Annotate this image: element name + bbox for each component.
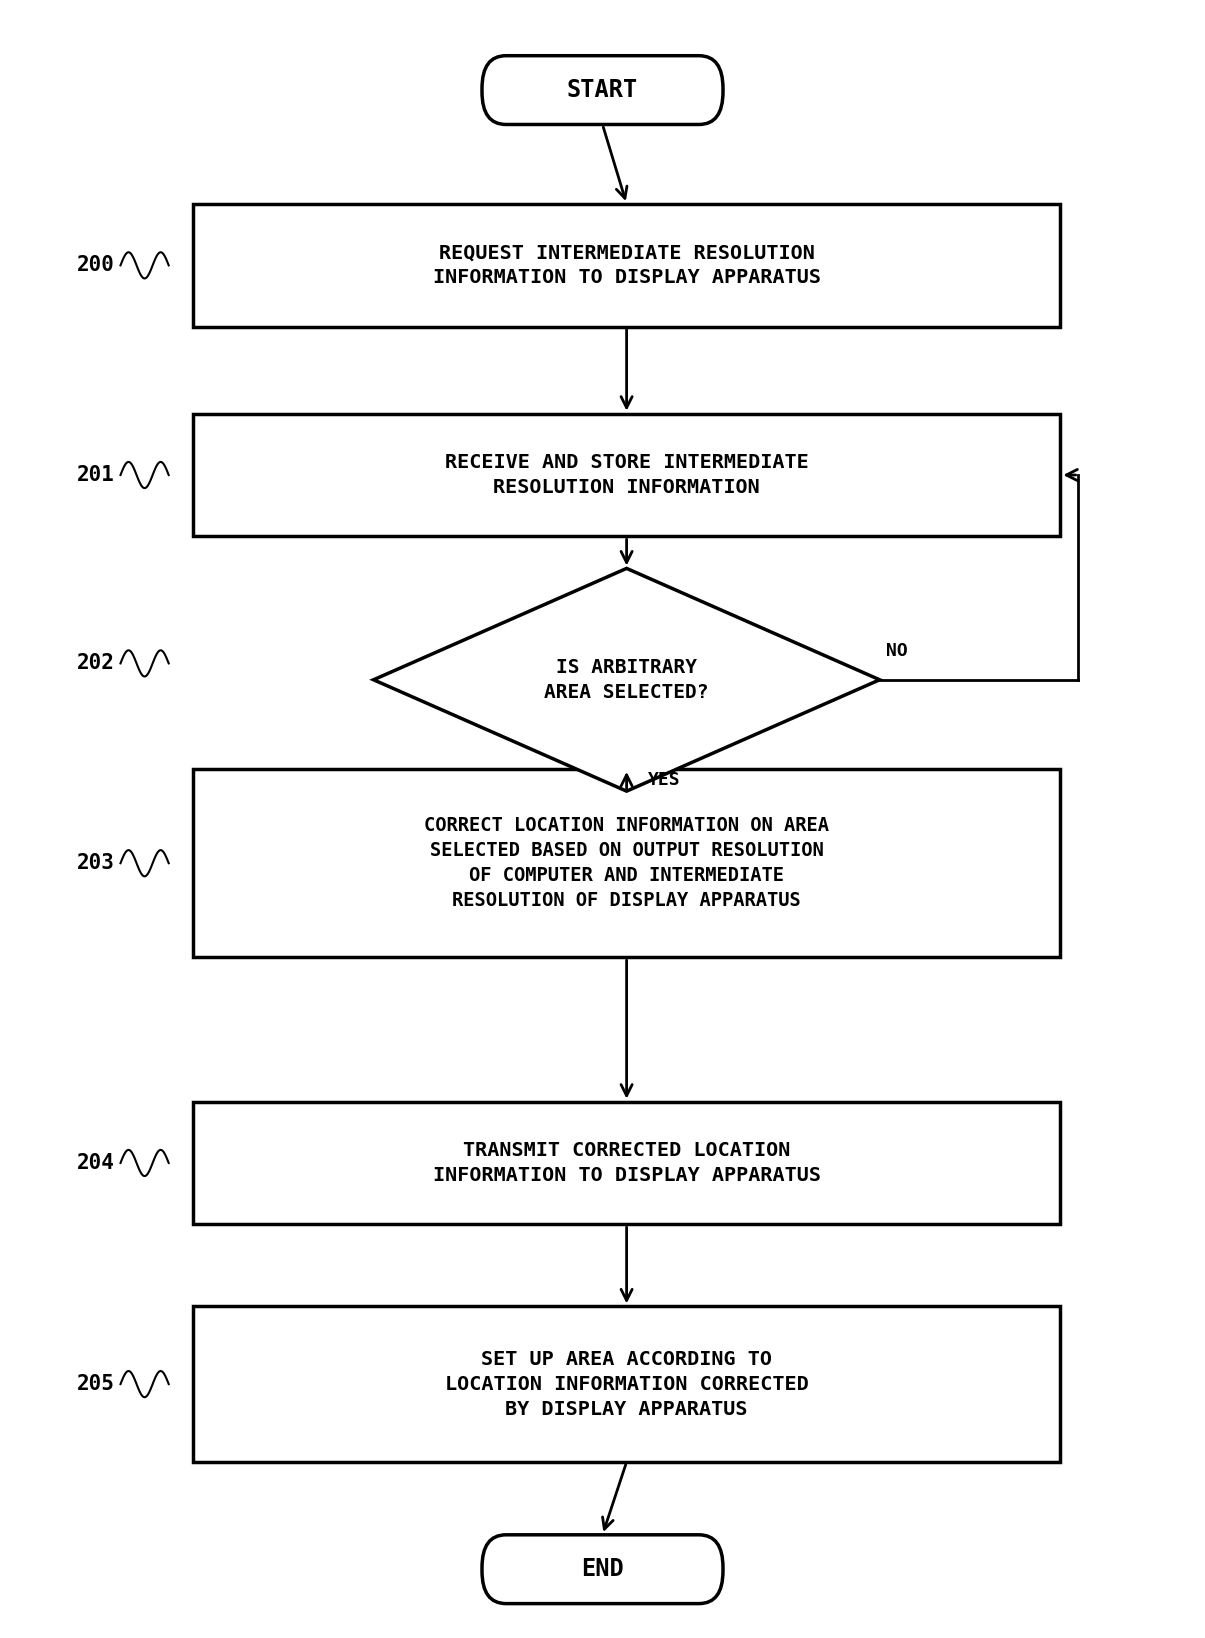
Text: IS ARBITRARY
AREA SELECTED?: IS ARBITRARY AREA SELECTED? [545,658,709,701]
Bar [193,1101,1060,1225]
Bar [193,414,1060,537]
Text: RECEIVE AND STORE INTERMEDIATE
RESOLUTION INFORMATION: RECEIVE AND STORE INTERMEDIATE RESOLUTIO… [445,454,809,496]
Text: 203: 203 [77,853,114,873]
Text: 205: 205 [77,1374,114,1394]
Text: CORRECT LOCATION INFORMATION ON AREA
SELECTED BASED ON OUTPUT RESOLUTION
OF COMP: CORRECT LOCATION INFORMATION ON AREA SEL… [424,816,829,911]
Text: REQUEST INTERMEDIATE RESOLUTION
INFORMATION TO DISPLAY APPARATUS: REQUEST INTERMEDIATE RESOLUTION INFORMAT… [433,244,821,287]
FancyBboxPatch shape [482,56,723,124]
Text: SET UP AREA ACCORDING TO
LOCATION INFORMATION CORRECTED
BY DISPLAY APPARATUS: SET UP AREA ACCORDING TO LOCATION INFORM… [445,1350,809,1419]
Text: 201: 201 [77,465,114,485]
Polygon shape [374,568,880,791]
Text: 202: 202 [77,654,114,673]
Text: YES: YES [648,771,681,790]
Text: START: START [566,79,639,102]
Text: 200: 200 [77,256,114,275]
Bar [193,1307,1060,1461]
Text: TRANSMIT CORRECTED LOCATION
INFORMATION TO DISPLAY APPARATUS: TRANSMIT CORRECTED LOCATION INFORMATION … [433,1142,821,1184]
FancyBboxPatch shape [482,1535,723,1604]
Text: END: END [581,1558,624,1581]
Bar [193,770,1060,957]
Bar [193,205,1060,328]
Text: 204: 204 [77,1153,114,1173]
Text: NO: NO [886,642,907,660]
